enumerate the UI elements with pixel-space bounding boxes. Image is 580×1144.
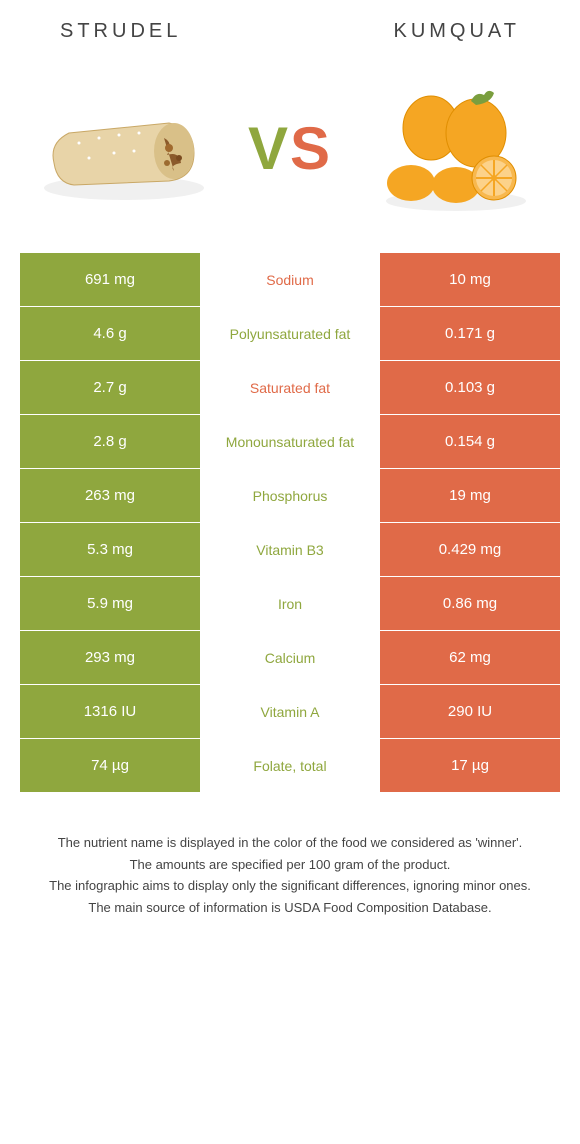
- nutrient-row: 74 µgFolate, total17 µg: [20, 739, 560, 793]
- nutrient-label: Iron: [200, 577, 380, 630]
- nutrient-label: Vitamin B3: [200, 523, 380, 576]
- left-value: 1316 IU: [20, 685, 200, 738]
- right-value: 0.429 mg: [380, 523, 560, 576]
- kumquat-image: [371, 83, 541, 213]
- nutrient-label: Vitamin A: [200, 685, 380, 738]
- left-value: 691 mg: [20, 253, 200, 306]
- footer-line: The infographic aims to display only the…: [30, 876, 550, 896]
- vs-label: VS: [248, 114, 332, 183]
- nutrient-row: 1316 IUVitamin A290 IU: [20, 685, 560, 739]
- right-value: 10 mg: [380, 253, 560, 306]
- nutrient-row: 2.7 gSaturated fat0.103 g: [20, 361, 560, 415]
- nutrient-row: 263 mgPhosphorus19 mg: [20, 469, 560, 523]
- left-value: 2.8 g: [20, 415, 200, 468]
- left-value: 293 mg: [20, 631, 200, 684]
- right-value: 290 IU: [380, 685, 560, 738]
- left-value: 263 mg: [20, 469, 200, 522]
- right-value: 62 mg: [380, 631, 560, 684]
- right-value: 0.103 g: [380, 361, 560, 414]
- nutrient-label: Calcium: [200, 631, 380, 684]
- nutrient-label: Monounsaturated fat: [200, 415, 380, 468]
- nutrient-table: 691 mgSodium10 mg4.6 gPolyunsaturated fa…: [20, 253, 560, 793]
- nutrient-label: Folate, total: [200, 739, 380, 792]
- nutrient-label: Saturated fat: [200, 361, 380, 414]
- nutrient-row: 293 mgCalcium62 mg: [20, 631, 560, 685]
- strudel-image: [39, 83, 209, 213]
- vs-v: V: [248, 115, 290, 182]
- nutrient-label: Phosphorus: [200, 469, 380, 522]
- footer-line: The main source of information is USDA F…: [30, 898, 550, 918]
- right-food-title: Kumquat: [393, 20, 520, 43]
- nutrient-row: 5.3 mgVitamin B30.429 mg: [20, 523, 560, 577]
- left-value: 2.7 g: [20, 361, 200, 414]
- nutrient-label: Sodium: [200, 253, 380, 306]
- right-value: 19 mg: [380, 469, 560, 522]
- vs-s: S: [290, 115, 332, 182]
- right-value: 0.86 mg: [380, 577, 560, 630]
- footer-line: The nutrient name is displayed in the co…: [30, 833, 550, 853]
- left-value: 5.9 mg: [20, 577, 200, 630]
- nutrient-label: Polyunsaturated fat: [200, 307, 380, 360]
- footer-line: The amounts are specified per 100 gram o…: [30, 855, 550, 875]
- nutrient-row: 5.9 mgIron0.86 mg: [20, 577, 560, 631]
- nutrient-row: 691 mgSodium10 mg: [20, 253, 560, 307]
- left-value: 5.3 mg: [20, 523, 200, 576]
- left-food-title: Strudel: [60, 20, 181, 43]
- left-value: 74 µg: [20, 739, 200, 792]
- nutrient-row: 2.8 gMonounsaturated fat0.154 g: [20, 415, 560, 469]
- footer-notes: The nutrient name is displayed in the co…: [0, 793, 580, 939]
- nutrient-row: 4.6 gPolyunsaturated fat0.171 g: [20, 307, 560, 361]
- right-value: 17 µg: [380, 739, 560, 792]
- right-value: 0.154 g: [380, 415, 560, 468]
- right-value: 0.171 g: [380, 307, 560, 360]
- left-value: 4.6 g: [20, 307, 200, 360]
